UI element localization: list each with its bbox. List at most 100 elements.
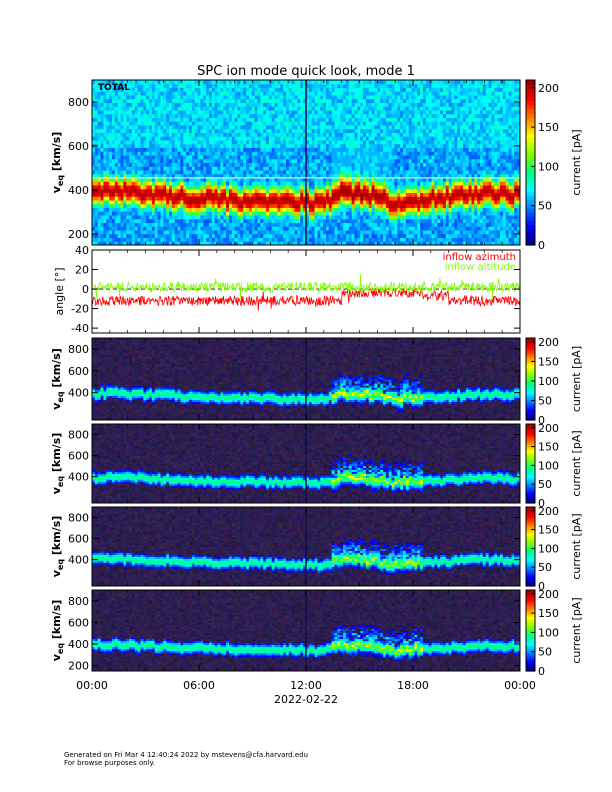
heatmap-cell bbox=[141, 95, 144, 99]
heatmap-cell bbox=[206, 208, 209, 212]
heatmap-cell bbox=[329, 140, 332, 144]
heatmap-cell bbox=[118, 144, 121, 148]
heatmap-cell bbox=[192, 163, 195, 167]
heatmap-cell bbox=[123, 193, 126, 197]
heatmap-cell bbox=[286, 211, 289, 215]
heatmap-cell bbox=[183, 181, 186, 185]
heatmap-cell bbox=[192, 230, 195, 234]
heatmap-cell bbox=[106, 95, 109, 99]
heatmap-cell bbox=[183, 226, 186, 230]
heatmap-cell bbox=[141, 144, 144, 148]
heatmap-cell bbox=[172, 99, 175, 103]
heatmap-cell bbox=[212, 95, 215, 99]
heatmap-cell bbox=[123, 136, 126, 140]
heatmap-cell bbox=[118, 110, 121, 114]
heatmap-cell bbox=[146, 118, 149, 122]
heatmap-cell bbox=[263, 106, 266, 110]
heatmap-cell bbox=[218, 133, 221, 137]
heatmap-cell bbox=[349, 88, 352, 92]
heatmap-cell bbox=[106, 170, 109, 174]
heatmap-cell bbox=[106, 174, 109, 178]
heatmap-cell bbox=[132, 88, 135, 92]
heatmap-cell bbox=[337, 80, 340, 84]
heatmap-cell bbox=[246, 200, 249, 204]
heatmap-cell bbox=[160, 208, 163, 212]
heatmap-cell bbox=[232, 181, 235, 185]
heatmap-cell bbox=[235, 148, 238, 152]
heatmap-cell bbox=[126, 170, 129, 174]
heatmap-cell bbox=[95, 148, 98, 152]
heatmap-cell bbox=[263, 204, 266, 208]
heatmap-cell bbox=[149, 189, 152, 193]
heatmap-cell bbox=[198, 155, 201, 159]
heatmap-cell bbox=[123, 140, 126, 144]
heatmap-cell bbox=[112, 118, 115, 122]
heatmap-cell bbox=[98, 185, 101, 189]
heatmap-cell bbox=[335, 106, 338, 110]
heatmap-cell bbox=[332, 129, 335, 133]
heatmap-cell bbox=[115, 196, 118, 200]
heatmap-cell bbox=[300, 219, 303, 223]
heatmap-cell bbox=[329, 129, 332, 133]
heatmap-cell bbox=[332, 166, 335, 170]
heatmap-cell bbox=[141, 170, 144, 174]
heatmap-cell bbox=[215, 196, 218, 200]
heatmap-cell bbox=[312, 133, 315, 137]
heatmap-cell bbox=[326, 174, 329, 178]
heatmap-cell bbox=[260, 204, 263, 208]
heatmap-cell bbox=[146, 170, 149, 174]
heatmap-cell bbox=[178, 121, 181, 125]
heatmap-cell bbox=[252, 193, 255, 197]
heatmap-cell bbox=[101, 148, 104, 152]
heatmap-cell bbox=[326, 151, 329, 155]
heatmap-cell bbox=[149, 226, 152, 230]
heatmap-cell bbox=[226, 148, 229, 152]
heatmap-cell bbox=[98, 181, 101, 185]
heatmap-cell bbox=[158, 204, 161, 208]
heatmap-cell bbox=[175, 200, 178, 204]
heatmap-cell bbox=[337, 133, 340, 137]
heatmap-cell bbox=[223, 133, 226, 137]
heatmap-cell bbox=[121, 151, 124, 155]
heatmap-cell bbox=[103, 114, 106, 118]
heatmap-cell bbox=[263, 99, 266, 103]
heatmap-cell bbox=[309, 204, 312, 208]
heatmap-cell bbox=[323, 196, 326, 200]
heatmap-cell bbox=[286, 91, 289, 95]
heatmap-cell bbox=[297, 155, 300, 159]
heatmap-cell bbox=[146, 88, 149, 92]
heatmap-cell bbox=[103, 185, 106, 189]
heatmap-cell bbox=[200, 121, 203, 125]
heatmap-cell bbox=[283, 159, 286, 163]
heatmap-cell bbox=[115, 151, 118, 155]
heatmap-cell bbox=[212, 114, 215, 118]
heatmap-cell bbox=[132, 99, 135, 103]
heatmap-cell bbox=[101, 204, 104, 208]
heatmap-cell bbox=[198, 133, 201, 137]
heatmap-cell bbox=[218, 234, 221, 238]
heatmap-cell bbox=[323, 234, 326, 238]
heatmap-cell bbox=[209, 121, 212, 125]
heatmap-cell bbox=[337, 208, 340, 212]
heatmap-cell bbox=[329, 181, 332, 185]
heatmap-cell bbox=[143, 189, 146, 193]
heatmap-cell bbox=[295, 106, 298, 110]
heatmap-cell bbox=[243, 166, 246, 170]
heatmap-cell bbox=[240, 226, 243, 230]
heatmap-cell bbox=[240, 196, 243, 200]
heatmap-cell bbox=[189, 95, 192, 99]
heatmap-cell bbox=[280, 129, 283, 133]
heatmap-cell bbox=[266, 133, 269, 137]
heatmap-cell bbox=[275, 208, 278, 212]
heatmap-cell bbox=[163, 133, 166, 137]
heatmap-cell bbox=[109, 125, 112, 129]
heatmap-cell bbox=[203, 106, 206, 110]
heatmap-cell bbox=[172, 230, 175, 234]
heatmap-cell bbox=[229, 174, 232, 178]
heatmap-cell bbox=[200, 208, 203, 212]
heatmap-cell bbox=[118, 136, 121, 140]
heatmap-cell bbox=[297, 110, 300, 114]
heatmap-cell bbox=[186, 88, 189, 92]
heatmap-cell bbox=[300, 189, 303, 193]
heatmap-cell bbox=[149, 155, 152, 159]
